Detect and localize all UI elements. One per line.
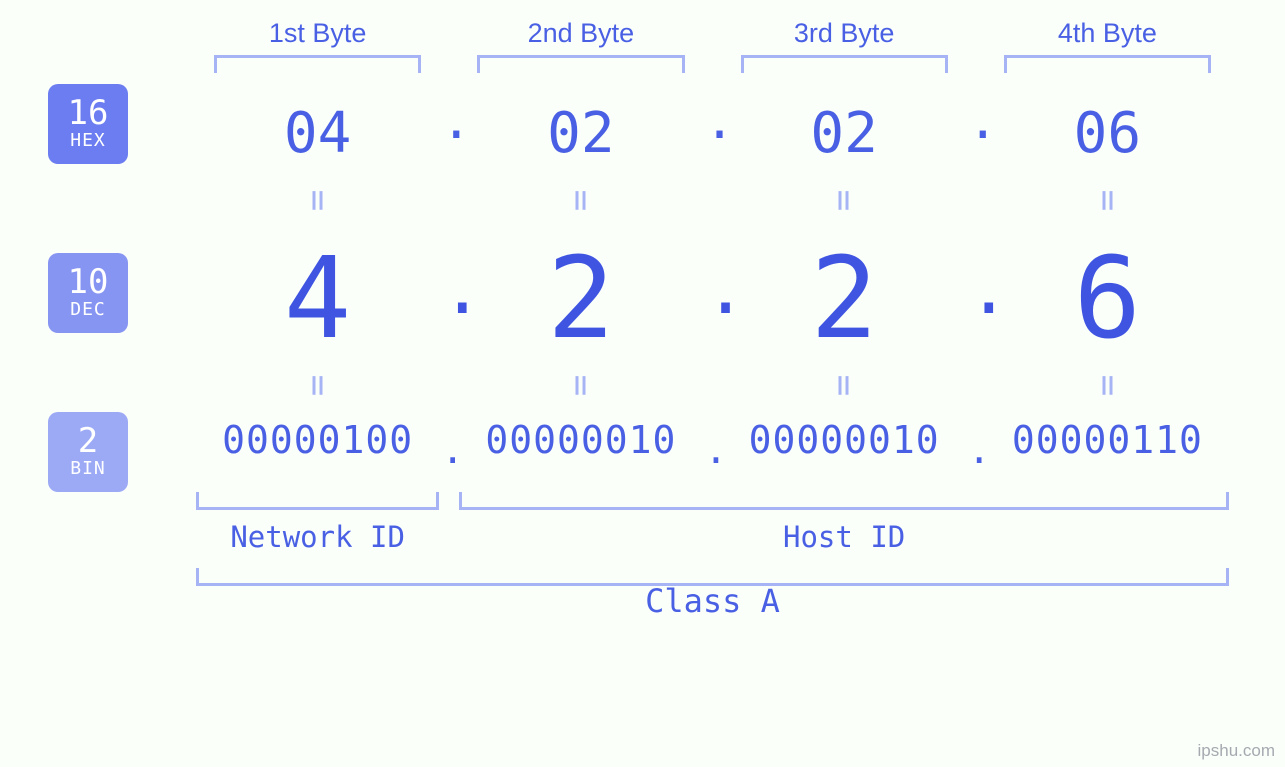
base-badge-dec: 10 DEC (48, 253, 128, 333)
equals-dec-bin-4: = (976, 359, 1239, 412)
dot-separator: . (968, 248, 1010, 330)
equals-hex-dec-1: = (186, 174, 449, 227)
equals-hex-dec-4: = (976, 174, 1239, 227)
dec-byte-4: . 6 (976, 227, 1239, 359)
bin-byte-4: . 00000110 (976, 412, 1239, 492)
byte-header-2: 2nd Byte (449, 18, 712, 55)
host-id-label: Host ID (449, 510, 1239, 554)
dot-separator: . (968, 92, 998, 150)
base-badge-dec-num: 10 (68, 265, 109, 299)
bin-byte-1: 00000100 (186, 412, 449, 492)
byte-bracket-4 (1004, 55, 1211, 73)
dec-byte-3: . 2 (713, 227, 976, 359)
network-id-bracket (196, 492, 439, 510)
equals-hex-dec-2: = (449, 174, 712, 227)
byte-bracket-3 (741, 55, 948, 73)
network-id-label: Network ID (186, 510, 449, 554)
hex-byte-2: . 02 (449, 73, 712, 174)
dec-byte-1: 4 (186, 227, 449, 359)
bin-byte-2: . 00000010 (449, 412, 712, 492)
hex-byte-3: . 02 (713, 73, 976, 174)
base-badge-bin-label: BIN (70, 458, 106, 480)
base-badge-bin-num: 2 (78, 424, 98, 458)
byte-header-3: 3rd Byte (713, 18, 976, 55)
dec-byte-2: . 2 (449, 227, 712, 359)
credit-text: ipshu.com (1198, 741, 1275, 761)
base-badge-hex-num: 16 (68, 96, 109, 130)
dot-separator: . (441, 248, 483, 330)
base-badge-bin: 2 BIN (48, 412, 128, 492)
equals-hex-dec-3: = (713, 174, 976, 227)
byte-bracket-1 (214, 55, 421, 73)
dot-separator: . (705, 248, 747, 330)
host-id-bracket (459, 492, 1229, 510)
base-badge-hex: 16 HEX (48, 84, 128, 164)
byte-bracket-2 (477, 55, 684, 73)
dot-separator: . (441, 92, 471, 150)
ip-bytes-diagram: 1st Byte 2nd Byte 3rd Byte 4th Byte 16 H… (0, 0, 1285, 638)
bin-byte-3: . 00000010 (713, 412, 976, 492)
hex-byte-4: . 06 (976, 73, 1239, 174)
base-badge-dec-label: DEC (70, 299, 106, 321)
equals-dec-bin-3: = (713, 359, 976, 412)
dot-separator: . (441, 428, 464, 472)
equals-dec-bin-2: = (449, 359, 712, 412)
dot-separator: . (705, 92, 735, 150)
class-label: Class A (186, 572, 1239, 620)
dot-separator: . (705, 428, 728, 472)
hex-byte-1: 04 (186, 73, 449, 174)
dot-separator: . (968, 428, 991, 472)
equals-dec-bin-1: = (186, 359, 449, 412)
byte-header-1: 1st Byte (186, 18, 449, 55)
base-badge-hex-label: HEX (70, 130, 106, 152)
byte-header-4: 4th Byte (976, 18, 1239, 55)
